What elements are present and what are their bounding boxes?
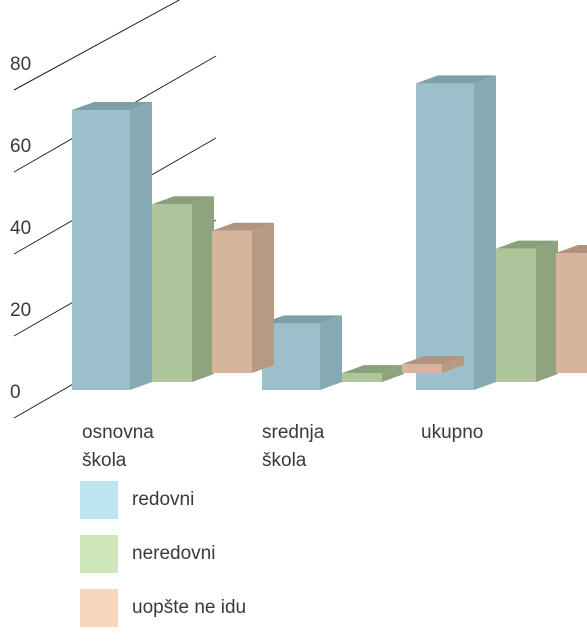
- y-tick-label: 60: [10, 136, 31, 157]
- category-label: škola: [82, 450, 127, 471]
- legend-item-redovni: redovni: [80, 480, 246, 520]
- bar-redovni-top: [262, 315, 342, 324]
- bar-neredovni-top: [342, 365, 404, 374]
- legend-swatch-neredovni: [80, 535, 118, 573]
- bar-neredovni-front: [496, 248, 536, 382]
- category-label: ukupno: [421, 422, 483, 443]
- bar-uopšte-ne-idu-side: [442, 356, 464, 373]
- bar-uopšte-ne-idu-top: [402, 356, 464, 365]
- bar-uopšte-ne-idu-front: [402, 364, 442, 373]
- bar-redovni-top: [72, 102, 152, 110]
- bar-neredovni-front: [342, 373, 382, 382]
- bar-neredovni-front: [152, 204, 192, 382]
- bar-neredovni-top: [496, 240, 558, 249]
- category-label: srednja: [262, 422, 325, 443]
- category-label: osnovna: [82, 422, 154, 443]
- bar-redovni-front: [416, 83, 474, 390]
- bar-neredovni-top: [152, 196, 214, 205]
- legend-item-uopste-ne-idu: uopšte ne idu: [80, 588, 246, 628]
- y-tick-label: 40: [10, 218, 31, 239]
- legend-swatch-uopste-ne-idu: [80, 589, 118, 627]
- bar-chart: 0 20 40 60 80 osnovna škola srednja škola ukupno: [10, 0, 587, 471]
- legend: redovni neredovni uopšte ne idu: [80, 480, 246, 642]
- bar-uopšte-ne-idu-top: [556, 245, 587, 253]
- legend-label-uopste-ne-idu: uopšte ne idu: [132, 597, 247, 618]
- bar-redovni-side: [320, 315, 342, 390]
- bar-uopšte-ne-idu-front: [556, 253, 587, 373]
- y-axis-ticks: 0 20 40 60 80: [10, 54, 31, 403]
- bar-redovni-top: [416, 75, 496, 84]
- bar-uopšte-ne-idu-front: [212, 230, 252, 373]
- bar-uopšte-ne-idu-top: [212, 222, 274, 231]
- bar-redovni-front: [72, 110, 130, 390]
- legend-swatch-redovni: [80, 481, 118, 519]
- bar-neredovni-side: [192, 196, 214, 382]
- y-tick-label: 80: [10, 54, 31, 75]
- y-tick-label: 0: [10, 382, 21, 403]
- legend-label-redovni: redovni: [132, 489, 195, 510]
- y-tick-label: 20: [10, 300, 31, 321]
- category-label: škola: [262, 450, 307, 471]
- bar-neredovni-side: [536, 240, 558, 382]
- bar-neredovni-side: [382, 365, 404, 382]
- bar-uopšte-ne-idu-side: [252, 222, 274, 373]
- bar-redovni-side: [130, 102, 152, 390]
- bars: [72, 75, 587, 390]
- bar-redovni-side: [474, 75, 496, 390]
- legend-item-neredovni: neredovni: [80, 534, 246, 574]
- grid-line: [13, 0, 181, 91]
- legend-label-neredovni: neredovni: [132, 543, 216, 564]
- category-labels: osnovna škola srednja škola ukupno: [82, 422, 483, 471]
